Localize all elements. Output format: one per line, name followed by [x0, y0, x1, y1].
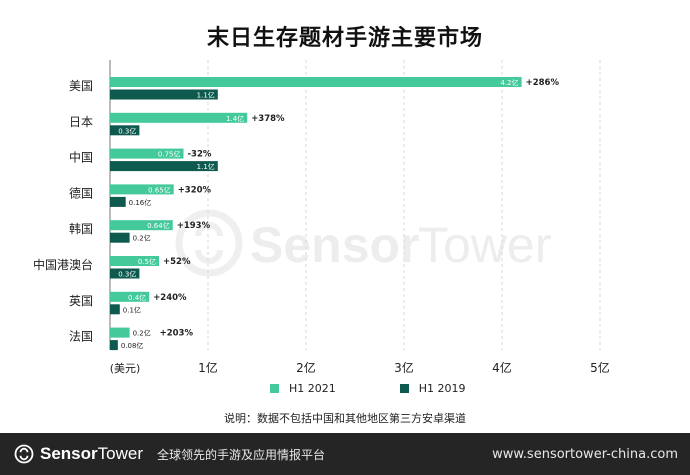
- bar-h1-2021: [110, 291, 150, 302]
- bar-h1-2021: [110, 112, 248, 123]
- bar-value-label: 0.3亿: [118, 270, 136, 279]
- footer-bar: SensorTower 全球领先的手游及应用情报平台 www.sensortow…: [0, 433, 690, 475]
- bar-h1-2019: [110, 304, 120, 315]
- bar-h1-2021: [110, 148, 184, 159]
- growth-label: -32%: [188, 150, 212, 160]
- growth-label: +52%: [163, 257, 191, 267]
- category-label: 韩国: [69, 221, 93, 236]
- chart-title: 末日生存题材手游主要市场: [206, 26, 483, 51]
- growth-label: +240%: [153, 293, 187, 303]
- category-label: 美国: [69, 79, 93, 93]
- growth-label: +193%: [177, 221, 211, 231]
- x-tick-label: 4亿: [492, 360, 512, 375]
- footer-url-link[interactable]: www.sensortower-china.com: [492, 446, 678, 462]
- category-label: 法国: [69, 330, 93, 344]
- bar-value-label: 1.1亿: [197, 91, 215, 100]
- bar-value-label: 0.65亿: [148, 185, 171, 194]
- bar-h1-2019: [110, 340, 118, 351]
- bar-value-label: 0.08亿: [121, 341, 144, 350]
- bar-h1-2019: [110, 232, 130, 243]
- x-tick-label: 2亿: [296, 360, 316, 375]
- bar-value-label: 0.1亿: [123, 305, 141, 314]
- growth-label: +320%: [178, 185, 212, 195]
- bar-value-label: 0.75亿: [158, 150, 181, 159]
- bar-value-label: 0.4亿: [128, 293, 146, 302]
- bar-value-label: 0.3亿: [118, 126, 136, 135]
- bar-h1-2021: [110, 256, 159, 266]
- growth-label: +286%: [526, 78, 560, 88]
- legend-item-h1-2019: H1 2019: [399, 382, 466, 395]
- bar-value-label: 1.1亿: [197, 162, 215, 171]
- bar-h1-2021: [110, 77, 522, 87]
- bar-h1-2021: [110, 220, 173, 231]
- legend-label-h1-2019: H1 2019: [418, 382, 466, 395]
- x-tick-label: 3亿: [394, 360, 414, 375]
- bar-value-label: 4.2亿: [500, 78, 518, 87]
- bar-h1-2019: [110, 161, 218, 172]
- bar-h1-2019: [110, 268, 140, 279]
- footer-brand: SensorTower: [40, 444, 143, 463]
- category-label: 中国: [69, 150, 93, 165]
- legend-swatch-h1-2021: [270, 384, 279, 393]
- growth-label: +203%: [160, 329, 194, 339]
- legend: H1 2021 H1 2019: [270, 382, 530, 395]
- category-label: 英国: [69, 294, 93, 308]
- footnote: 说明：数据不包括中国和其他地区第三方安卓渠道: [224, 412, 466, 425]
- category-label: 日本: [69, 115, 93, 129]
- bar-value-label: 0.5亿: [138, 257, 156, 266]
- bar-h1-2021: [110, 327, 130, 338]
- x-tick-label: 5亿: [590, 360, 610, 375]
- footer-tagline: 全球领先的手游及应用情报平台: [157, 447, 326, 462]
- legend-label-h1-2021: H1 2021: [289, 382, 336, 395]
- bar-value-label: 0.2亿: [133, 234, 151, 243]
- bar-h1-2019: [110, 89, 218, 100]
- x-tick-label: 1亿: [198, 360, 218, 375]
- legend-item-h1-2021: H1 2021: [270, 382, 336, 395]
- growth-label: +378%: [251, 114, 285, 124]
- bar-value-label: 1.4亿: [226, 114, 244, 123]
- category-label: 德国: [69, 185, 93, 200]
- bar-h1-2019: [110, 125, 140, 136]
- footer-logo: SensorTower: [14, 444, 143, 464]
- sensortower-logo-icon: [14, 444, 34, 464]
- bar-h1-2019: [110, 196, 126, 207]
- bar-value-label: 0.64亿: [147, 221, 170, 230]
- bar-value-label: 0.2亿: [133, 329, 151, 338]
- legend-swatch-h1-2019: [399, 384, 409, 393]
- category-label: 中国港澳台: [33, 257, 93, 272]
- bar-h1-2021: [110, 184, 174, 195]
- x-unit-label: (美元): [110, 362, 141, 375]
- bar-value-label: 0.16亿: [129, 198, 152, 207]
